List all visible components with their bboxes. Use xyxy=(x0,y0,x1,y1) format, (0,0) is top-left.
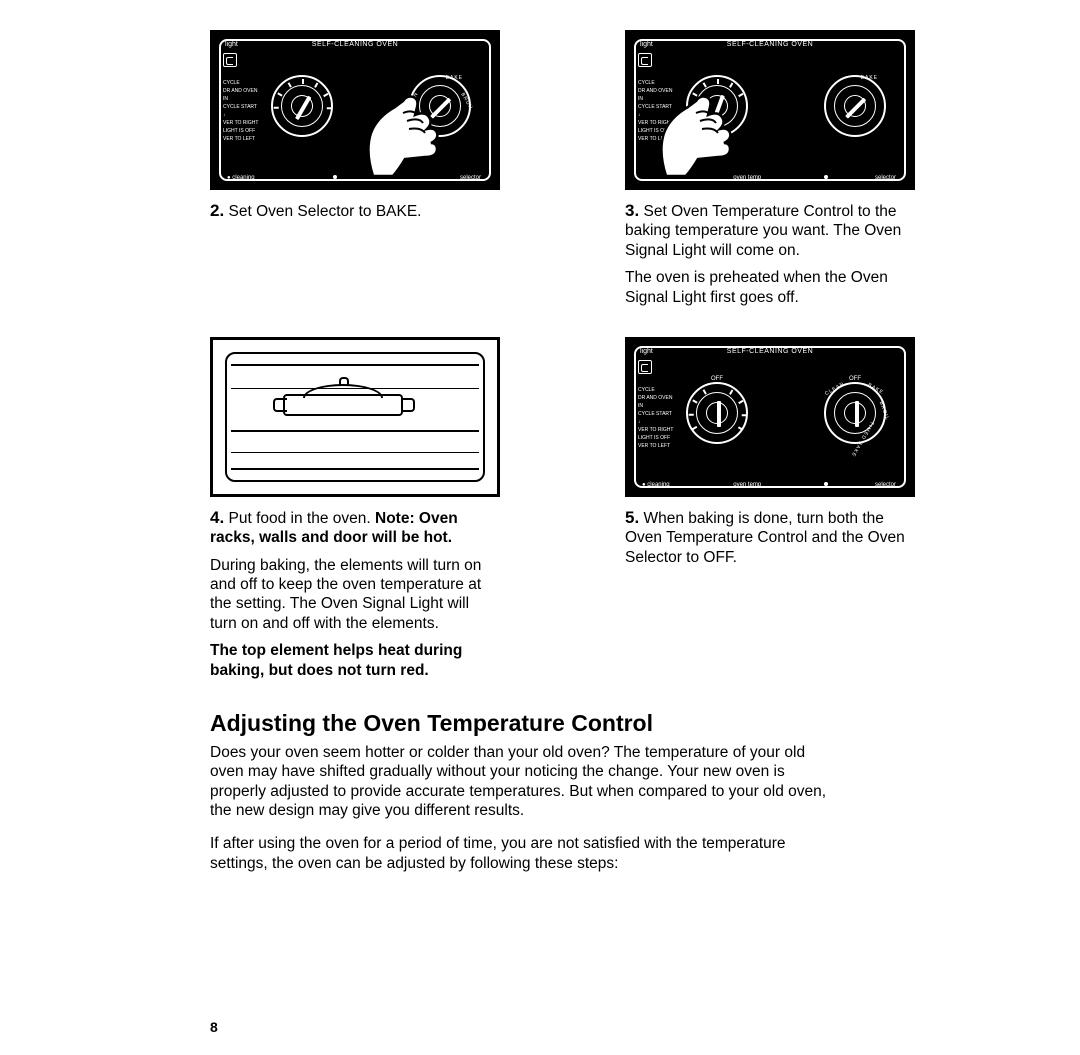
row-steps-4-5: 4. Put food in the oven. Note: Oven rack… xyxy=(210,337,1000,680)
step-4-para-2: During baking, the elements will turn on… xyxy=(210,556,500,634)
side-legend: CYCLE DR AND OVEN IN CYCLE START ↓ VER T… xyxy=(223,79,258,143)
light-indicator-icon xyxy=(223,53,237,67)
selector-dial: BAKE xyxy=(824,75,886,137)
step-5-cell: light SELF-CLEANING OVEN CYCLE DR AND OV… xyxy=(625,337,1000,680)
oven-illustration xyxy=(210,337,500,497)
selector-dial: BAKE BROIL CLEAN xyxy=(409,75,471,137)
panel-step-3: light SELF-CLEANING OVEN CYCLE DR AND OV… xyxy=(625,30,915,190)
step-3-body: Set Oven Temperature Control to the baki… xyxy=(625,203,901,259)
light-indicator-icon xyxy=(638,360,652,374)
label-light: light xyxy=(225,41,238,48)
step-2-body: Set Oven Selector to BAKE. xyxy=(229,203,422,220)
label-selector: selector xyxy=(460,175,481,181)
step-5-text: 5. When baking is done, turn both the Ov… xyxy=(625,507,915,567)
selector-dial: OFF BAKE BROIL CLEAN TIMED BAKE xyxy=(824,382,886,444)
label-cleaning: ● cleaning xyxy=(227,175,255,181)
step-3-body-2: The oven is preheated when the Oven Sign… xyxy=(625,268,915,307)
step-5-num: 5. xyxy=(625,508,639,527)
temp-dial xyxy=(271,75,333,137)
step-4-num: 4. xyxy=(210,508,224,527)
temp-dial xyxy=(686,75,748,137)
step-4-text: 4. Put food in the oven. Note: Oven rack… xyxy=(210,507,500,680)
step-3-cell: light SELF-CLEANING OVEN CYCLE DR AND OV… xyxy=(625,30,1000,307)
section-title: Adjusting the Oven Temperature Control xyxy=(210,710,1000,737)
step-4-para-3: The top element helps heat during baking… xyxy=(210,642,462,678)
section-paragraph-2: If after using the oven for a period of … xyxy=(210,834,830,873)
step-3-text: 3. Set Oven Temperature Control to the b… xyxy=(625,200,915,307)
step-2-num: 2. xyxy=(210,201,224,220)
step-3-num: 3. xyxy=(625,201,639,220)
row-steps-2-3: light SELF-CLEANING OVEN CYCLE DR AND OV… xyxy=(210,30,1000,307)
step-2-cell: light SELF-CLEANING OVEN CYCLE DR AND OV… xyxy=(210,30,585,307)
section-paragraph-1: Does your oven seem hotter or colder tha… xyxy=(210,743,830,821)
manual-page: light SELF-CLEANING OVEN CYCLE DR AND OV… xyxy=(0,0,1080,893)
temp-dial: OFF xyxy=(686,382,748,444)
page-number: 8 xyxy=(210,1019,218,1035)
label-self-cleaning: SELF-CLEANING OVEN xyxy=(312,41,398,48)
panel-step-5: light SELF-CLEANING OVEN CYCLE DR AND OV… xyxy=(625,337,915,497)
step-4-cell: 4. Put food in the oven. Note: Oven rack… xyxy=(210,337,585,680)
label-oven-temp: oven temp xyxy=(733,175,761,181)
step-4-lead: Put food in the oven. xyxy=(229,510,376,527)
light-indicator-icon xyxy=(638,53,652,67)
panel-step-2: light SELF-CLEANING OVEN CYCLE DR AND OV… xyxy=(210,30,500,190)
step-5-body: When baking is done, turn both the Oven … xyxy=(625,510,905,566)
step-2-text: 2. Set Oven Selector to BAKE. xyxy=(210,200,500,221)
dish-icon xyxy=(283,394,403,416)
